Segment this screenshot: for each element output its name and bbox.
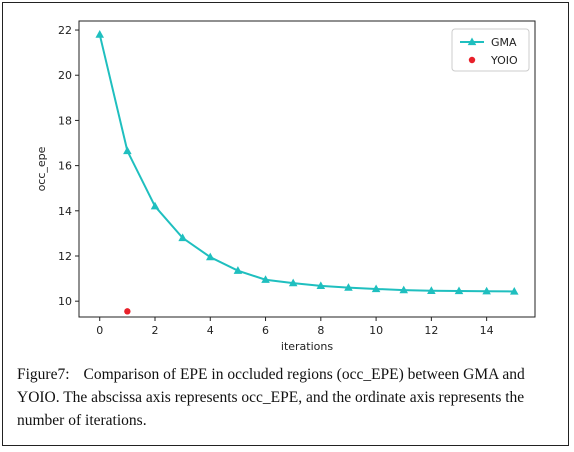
data-point-gma bbox=[371, 284, 381, 293]
x-tick-label: 4 bbox=[207, 324, 214, 337]
data-point-gma bbox=[95, 30, 105, 38]
figure-frame: 0 2 4 6 8 10 12 14 10 12 14 16 18 20 22 iterations occ… bbox=[2, 2, 569, 446]
caption-label: Figure7: bbox=[17, 366, 70, 383]
data-point-gma bbox=[150, 201, 160, 210]
data-point-gma bbox=[261, 275, 270, 283]
y-tick-label: 20 bbox=[58, 69, 72, 82]
data-point-yoio bbox=[124, 308, 131, 315]
data-point-gma bbox=[178, 233, 187, 242]
x-tick-label: 6 bbox=[262, 324, 269, 337]
x-tick-label: 14 bbox=[480, 324, 494, 337]
data-point-gma bbox=[288, 278, 298, 287]
caption-text: Comparison of EPE in occluded regions (o… bbox=[17, 366, 525, 429]
x-tick-label: 10 bbox=[369, 324, 383, 337]
legend-label-gma: GMA bbox=[491, 36, 517, 49]
x-tick-label: 0 bbox=[96, 324, 103, 337]
axis-ticks: 0 2 4 6 8 10 12 14 10 12 14 16 18 20 22 bbox=[58, 24, 494, 337]
x-tick-label: 12 bbox=[424, 324, 438, 337]
x-axis-label: iterations bbox=[281, 340, 333, 353]
y-tick-label: 22 bbox=[58, 24, 72, 37]
legend: GMA YOIO bbox=[451, 28, 530, 72]
line-chart: 0 2 4 6 8 10 12 14 10 12 14 16 18 20 22 iterations occ… bbox=[35, 20, 536, 353]
data-point-gma bbox=[233, 266, 243, 274]
y-tick-label: 18 bbox=[58, 114, 72, 127]
data-point-gma bbox=[427, 286, 436, 294]
data-point-gma bbox=[123, 146, 132, 155]
figure-caption: Figure7: Comparison of EPE in occluded re… bbox=[17, 363, 565, 432]
data-point-gma bbox=[482, 286, 491, 295]
y-tick-label: 16 bbox=[58, 160, 72, 173]
data-point-gma bbox=[344, 283, 353, 291]
data-point-gma bbox=[509, 286, 519, 295]
legend-marker-yoio bbox=[468, 56, 476, 64]
series-line-gma bbox=[98, 34, 515, 293]
data-point-gma bbox=[454, 286, 464, 295]
legend-marker-gma bbox=[467, 37, 477, 46]
data-point-gma bbox=[205, 252, 215, 261]
legend-label-yoio: YOIO bbox=[490, 54, 518, 67]
y-tick-label: 14 bbox=[58, 205, 72, 218]
y-tick-label: 10 bbox=[58, 295, 72, 308]
data-point-gma bbox=[399, 285, 409, 294]
y-axis-label: occ_epe bbox=[35, 146, 48, 191]
y-tick-label: 12 bbox=[58, 250, 72, 263]
x-tick-label: 8 bbox=[317, 324, 324, 337]
x-tick-label: 2 bbox=[152, 324, 159, 337]
series-layer bbox=[95, 30, 519, 315]
data-point-gma bbox=[316, 281, 326, 289]
